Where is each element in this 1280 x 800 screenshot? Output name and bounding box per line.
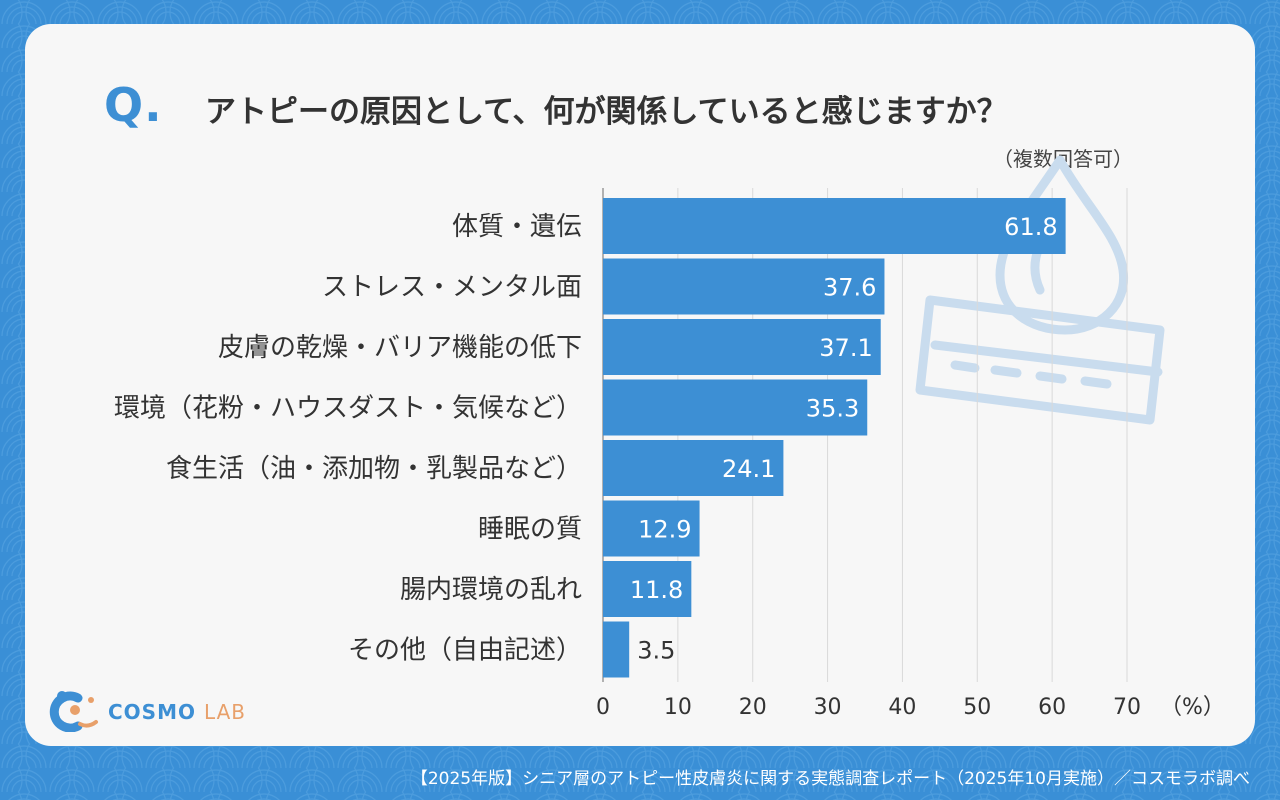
x-tick-label: 30: [814, 695, 842, 720]
bar: [603, 198, 1066, 254]
question-title: アトピーの原因として、何が関係していると感じますか？: [205, 94, 1008, 130]
x-tick-label: 60: [1038, 695, 1066, 720]
logo-sub-text: LAB: [203, 700, 246, 724]
x-axis-ticks: 0 10 20 30 40 50 60 70: [596, 695, 1141, 720]
x-axis-unit: （%）: [1160, 695, 1225, 720]
cosmo-lab-logo: [49, 691, 98, 732]
value-label: 37.1: [819, 334, 872, 362]
footer-source-note: 【2025年版】シニア層のアトピー性皮膚炎に関する実態調査レポート（2025年1…: [410, 769, 1250, 789]
x-tick-label: 20: [739, 695, 767, 720]
value-label: 35.3: [806, 395, 859, 423]
value-label: 11.8: [630, 576, 683, 604]
bar: [603, 561, 692, 617]
question-mark: Q.: [104, 78, 163, 132]
category-label: 睡眠の質: [478, 515, 582, 545]
x-tick-label: 0: [596, 695, 610, 720]
bar: [603, 621, 630, 678]
category-label: 腸内環境の乱れ: [400, 575, 582, 605]
value-label: 61.8: [1004, 213, 1057, 241]
category-label: その他（自由記述）: [348, 636, 582, 666]
x-tick-label: 10: [664, 695, 692, 720]
category-labels: 体質・遺伝ストレス・メンタル面皮膚の乾燥・バリア機能の低下環境（花粉・ハウスダス…: [114, 212, 582, 666]
category-label: 体質・遺伝: [452, 212, 582, 242]
bar: [603, 379, 868, 436]
value-label: 24.1: [722, 455, 775, 483]
logo-text: COSMO LAB: [108, 700, 246, 724]
logo-main-text: COSMO: [108, 700, 196, 724]
x-tick-label: 40: [888, 695, 916, 720]
x-tick-label: 70: [1113, 695, 1141, 720]
bar: [603, 319, 881, 375]
value-label: 37.6: [823, 274, 876, 302]
value-label: 12.9: [638, 516, 691, 544]
bar: [603, 500, 700, 557]
value-labels: 61.8 37.6 37.1 35.3 24.1 12.9 11.8 3.5: [630, 213, 1058, 665]
category-label: 環境（花粉・ハウスダスト・気候など）: [114, 394, 582, 424]
category-label: 食生活（油・添加物・乳製品など）: [166, 454, 582, 484]
bars: [603, 198, 1066, 678]
bar: [603, 440, 784, 496]
x-tick-label: 50: [963, 695, 991, 720]
bar: [603, 258, 885, 315]
value-label: 3.5: [637, 637, 675, 665]
category-label: ストレス・メンタル面: [322, 273, 582, 303]
category-label: 皮膚の乾燥・バリア機能の低下: [218, 333, 582, 363]
